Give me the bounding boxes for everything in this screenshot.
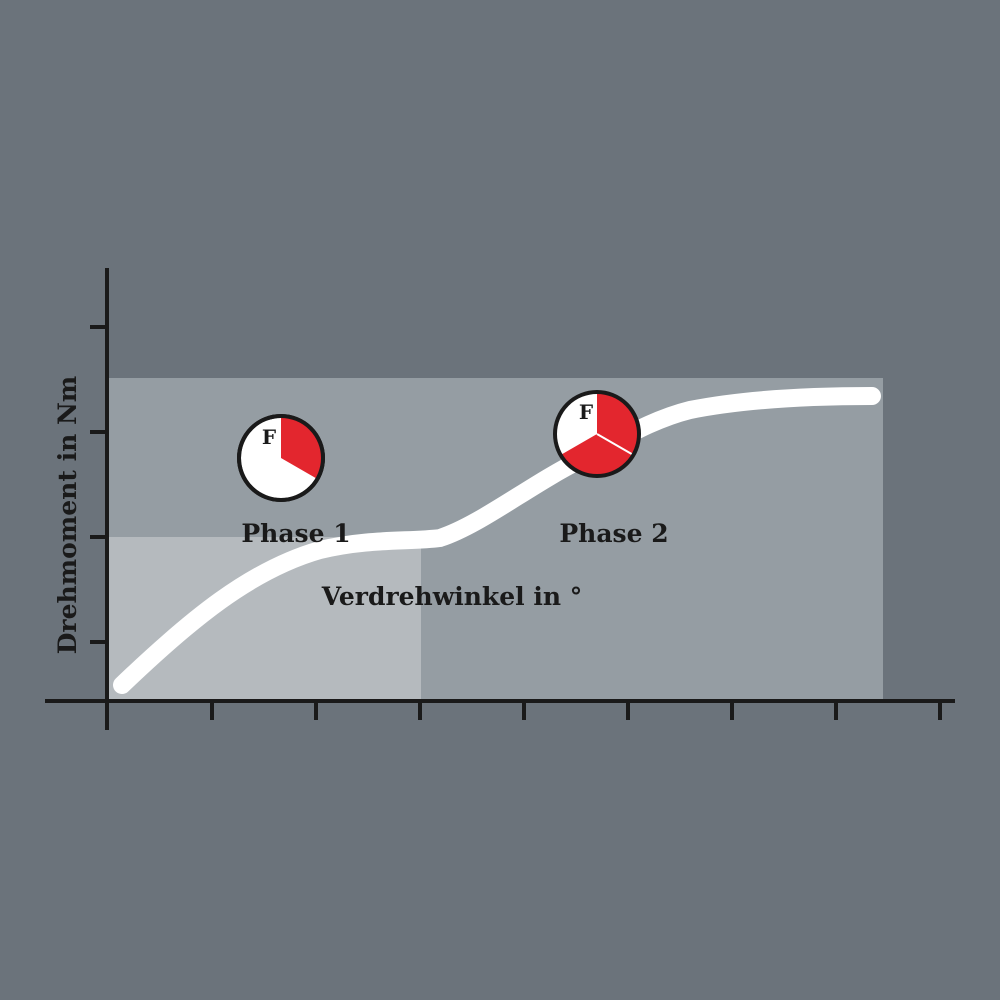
phase-1-label: Phase 1 bbox=[241, 519, 350, 548]
torque-curve bbox=[113, 387, 881, 694]
force-letter: F bbox=[262, 425, 276, 449]
phase-1-region bbox=[108, 537, 421, 701]
phase-1-force-icon: F bbox=[237, 414, 325, 502]
phase-2-force-icon: F bbox=[553, 390, 641, 478]
force-letter: F bbox=[579, 400, 593, 424]
phase-2-label: Phase 2 bbox=[559, 519, 668, 548]
x-axis-label: Verdrehwinkel in ° bbox=[321, 582, 582, 611]
y-axis-label: Drehmoment in Nm bbox=[53, 376, 82, 655]
axes bbox=[45, 268, 955, 730]
